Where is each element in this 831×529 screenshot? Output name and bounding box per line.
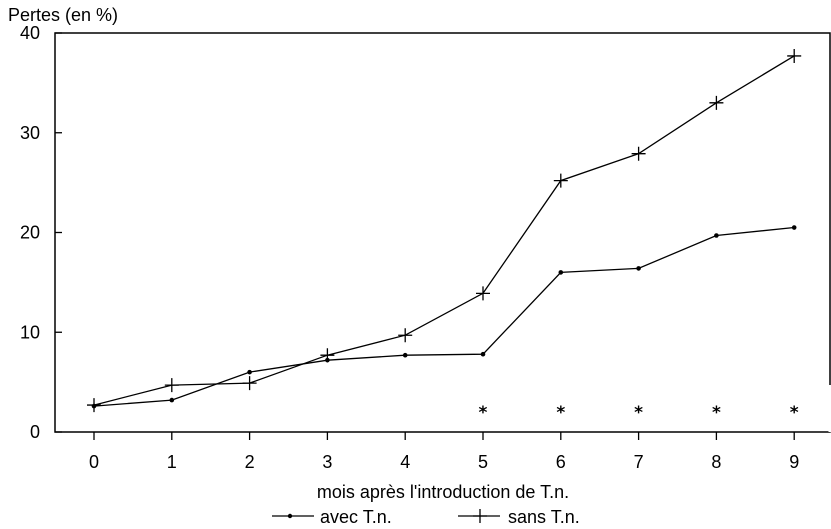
x-tick-label: 2 [245,452,255,472]
y-tick-label: 20 [20,223,40,243]
significance-star: * [712,403,721,423]
x-tick-label: 6 [556,452,566,472]
legend-marker-sans [473,509,487,523]
legend-marker-avec [287,513,293,519]
data-point-sans [787,48,802,63]
x-axis: 0 1 2 3 4 5 6 7 8 9 [89,432,799,472]
significance-star: * [790,403,799,423]
y-tick-label: 10 [20,322,40,342]
data-point-avec [247,369,252,375]
x-tick-label: 4 [400,452,410,472]
significance-star: * [634,403,643,423]
data-point-avec [402,352,408,358]
legend: avec T.n. sans T.n. [272,507,580,527]
x-tick-label: 5 [478,452,488,472]
significance-star: * [556,403,565,423]
data-point-avec [791,225,797,230]
data-point-sans [553,173,568,188]
x-tick-label: 3 [322,452,332,472]
plot-frame [54,32,831,433]
data-point-sans [398,328,413,343]
y-tick-label: 40 [20,23,40,43]
data-point-sans [242,376,257,391]
data-point-sans [320,348,335,363]
data-point-avec [480,351,486,357]
x-tick-label: 0 [89,452,99,472]
x-axis-title: mois après l'introduction de T.n. [317,482,569,502]
x-tick-label: 8 [711,452,721,472]
data-point-sans [709,95,724,110]
y-axis: 0 10 20 30 40 [20,23,62,442]
legend-label-sans: sans T.n. [508,507,580,527]
data-point-avec [558,270,564,275]
data-point-sans [164,378,179,393]
data-point-sans [631,146,646,161]
series-line-sans [93,55,795,406]
y-axis-title: Pertes (en %) [8,5,118,25]
legend-label-avec: avec T.n. [320,507,392,527]
data-point-sans [476,286,490,301]
series-layer [87,48,802,413]
data-point-avec [714,233,719,238]
y-tick-label: 0 [30,422,40,442]
x-tick-label: 7 [634,452,644,472]
x-tick-label: 1 [167,452,177,472]
series-line-avec [93,226,795,407]
data-point-avec [636,266,641,271]
data-point-avec [169,397,175,403]
significance-star: * [479,403,488,423]
significance-markers: * * * * * [479,403,799,423]
data-point-sans [87,398,101,413]
y-tick-label: 30 [20,123,40,143]
x-tick-label: 9 [789,452,799,472]
